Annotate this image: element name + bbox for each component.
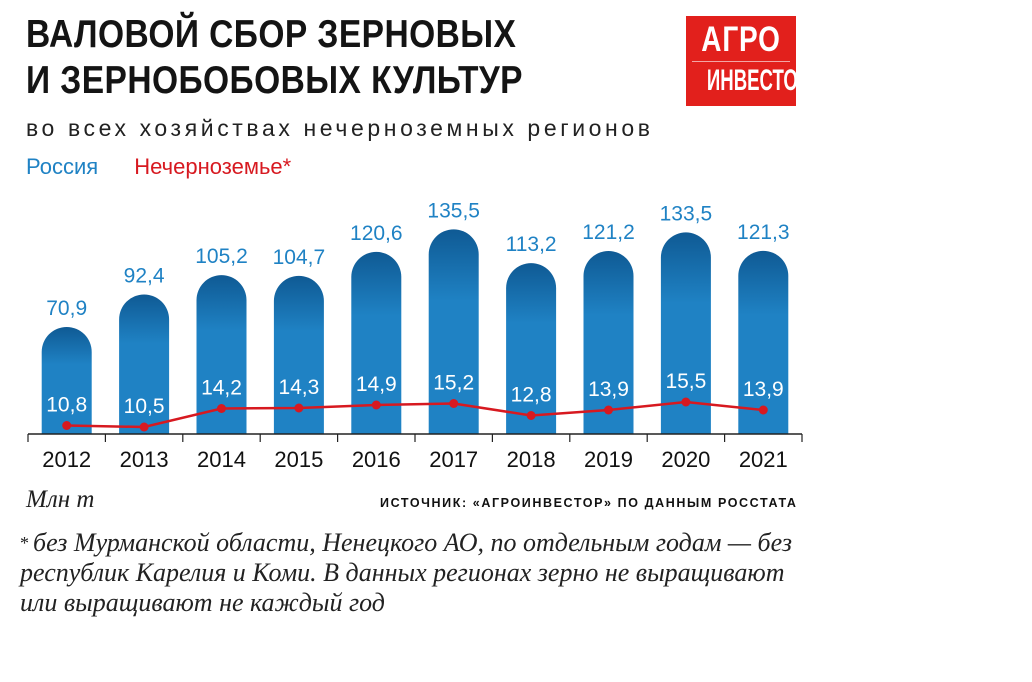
unit-label: Млн т [26,486,95,513]
bar-line-chart: 70,9 92,4 105,2 104,7 120,6 135,5 113,2 121,2 13… [27,199,803,472]
bar-label-russia-2020: 133,5 [660,202,713,225]
x-tick-label-2019: 2019 [584,447,633,472]
logo-text-line1: АГРО [701,20,781,59]
x-tick-label-2021: 2021 [739,447,788,472]
chart-title: ВАЛОВОЙ СБОР ЗЕРНОВЫХ И ЗЕРНОБОБОВЫХ КУЛ… [26,12,523,104]
bar-russia-2018 [506,263,557,434]
legend-nonchernozem: Нечерноземье* [134,154,292,179]
legend-russia: Россия [26,154,99,179]
bar-label-russia-2014: 105,2 [195,245,248,268]
chart-title-line2: И ЗЕРНОБОБОВЫХ КУЛЬТУР [26,59,523,102]
point-label-nonchernozem-2012: 10,8 [46,394,87,417]
point-nonchernozem-2020 [681,397,691,407]
agroinvestor-logo: АГРО ИНВЕСТОР [686,16,811,106]
chart-title-line1: ВАЛОВОЙ СБОР ЗЕРНОВЫХ [26,13,517,56]
bar-russia-2021 [738,250,789,434]
bar-russia-2012 [41,326,92,434]
point-nonchernozem-2015 [294,403,304,413]
bar-russia-2014 [196,275,247,434]
point-label-nonchernozem-2013: 10,5 [124,395,165,418]
bar-russia-2019 [583,250,634,434]
footnote-text: без Мурманской области, Ненецкого АО, по… [20,528,792,617]
legend: Россия Нечерноземье* [26,154,291,180]
source-note: ИСТОЧНИК: «АГРОИНВЕСТОР» ПО ДАННЫМ РОССТ… [380,496,798,510]
x-tick-label-2018: 2018 [507,447,556,472]
point-label-nonchernozem-2016: 14,9 [356,373,397,396]
bar-russia-2016 [351,251,402,434]
point-nonchernozem-2017 [449,399,459,408]
point-nonchernozem-2021 [758,405,768,415]
x-tick-label-2012: 2012 [42,447,91,472]
bar-russia-2015 [273,275,324,434]
point-label-nonchernozem-2014: 14,2 [201,377,242,400]
x-tick-label-2016: 2016 [352,447,401,472]
point-nonchernozem-2016 [371,400,381,410]
x-tick-label-2014: 2014 [197,447,246,472]
logo-text-line2: ИНВЕСТОР [706,64,811,97]
bar-russia-2013 [119,294,170,434]
point-label-nonchernozem-2019: 13,9 [588,378,629,401]
point-label-nonchernozem-2020: 15,5 [665,370,706,393]
point-nonchernozem-2012 [62,421,72,430]
line-nonchernozem [66,400,764,429]
footnote-asterisk: * [20,533,29,553]
point-nonchernozem-2018 [526,411,536,420]
point-label-nonchernozem-2015: 14,3 [278,376,319,399]
footnote: * без Мурманской области, Ненецкого АО, п… [20,528,820,618]
bar-label-russia-2018: 113,2 [506,233,557,256]
bar-russia-2020 [660,232,711,434]
point-nonchernozem-2013 [139,422,149,432]
bar-label-russia-2016: 120,6 [350,222,403,245]
point-label-nonchernozem-2021: 13,9 [743,378,784,401]
x-tick-label-2013: 2013 [120,447,169,472]
x-tick-label-2020: 2020 [661,447,710,472]
point-label-nonchernozem-2018: 12,8 [511,384,552,407]
bar-label-russia-2017: 135,5 [427,199,480,222]
bar-label-russia-2015: 104,7 [273,246,326,269]
x-tick-label-2017: 2017 [429,447,478,472]
logo-divider [692,61,790,62]
x-tick-label-2015: 2015 [274,447,323,472]
chart-subtitle: во всех хозяйствах нечерноземных регионо… [26,115,654,141]
bar-label-russia-2013: 92,4 [124,264,165,287]
point-label-nonchernozem-2017: 15,2 [433,372,474,395]
point-nonchernozem-2019 [604,405,613,415]
bar-label-russia-2019: 121,2 [582,221,635,244]
bar-label-russia-2021: 121,3 [737,221,790,244]
bar-russia-2017 [428,229,479,434]
bar-label-russia-2012: 70,9 [46,297,87,320]
point-nonchernozem-2014 [217,404,226,413]
